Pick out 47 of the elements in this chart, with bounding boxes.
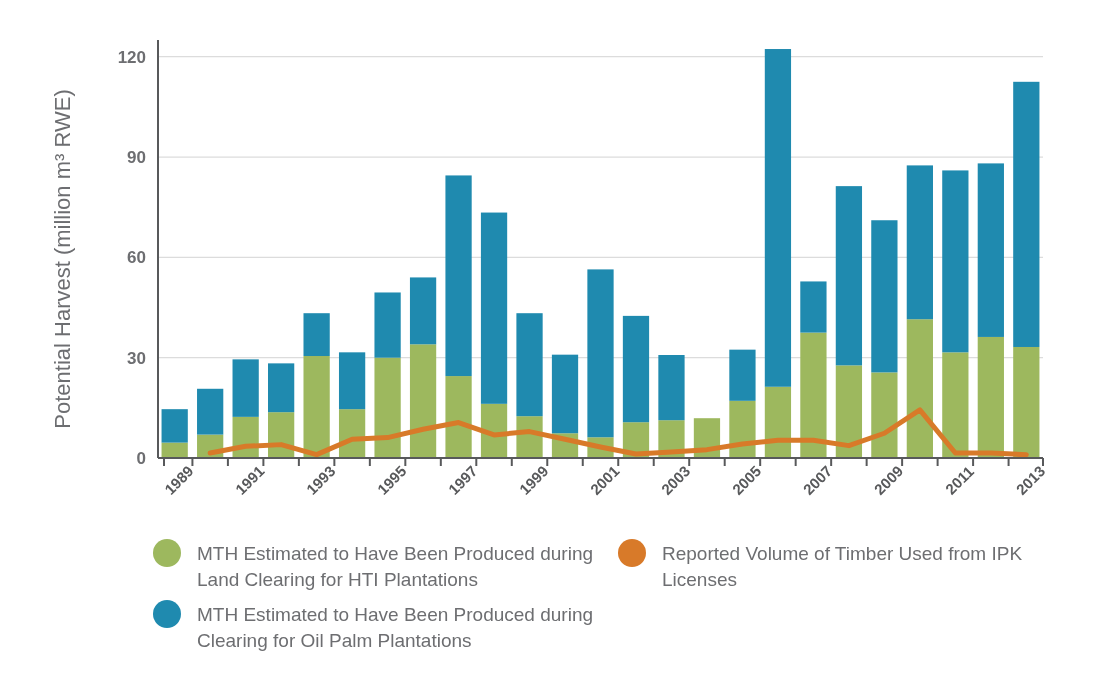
bar — [161, 409, 188, 443]
legend-label: MTH Estimated to Have Been Produced during Clearing for Oil Palm Plantations — [197, 604, 594, 651]
bar — [835, 186, 863, 366]
bar — [800, 332, 827, 458]
bar — [409, 277, 437, 345]
bar — [197, 388, 224, 435]
bar — [374, 292, 401, 358]
bar — [871, 220, 898, 373]
legend-label: MTH Estimated to Have Been Produced during Land Clearing for HTI Plantations — [197, 543, 594, 590]
bar — [906, 165, 933, 320]
bar — [1013, 346, 1040, 458]
bar — [232, 359, 259, 417]
bar — [445, 175, 472, 377]
legend-label: Reported Volume of Timber Used from IPK Licenses — [662, 543, 1023, 590]
y-tick-label: 0 — [136, 448, 146, 468]
bar — [729, 349, 756, 401]
y-tick-label: 120 — [117, 47, 146, 67]
bar — [445, 376, 472, 458]
bar — [551, 354, 579, 434]
bar — [800, 281, 827, 333]
bar — [622, 315, 650, 423]
bar — [409, 344, 437, 458]
bar — [729, 400, 756, 458]
bar — [835, 365, 863, 458]
bar — [871, 372, 898, 458]
bar — [977, 336, 1004, 458]
bar — [658, 355, 685, 421]
bar — [906, 319, 933, 458]
bar — [303, 313, 330, 357]
bar — [374, 357, 401, 458]
bar — [942, 352, 969, 458]
bar — [977, 163, 1004, 337]
bar — [764, 386, 792, 458]
bar — [587, 269, 614, 438]
bar — [764, 49, 792, 387]
y-tick-label: 60 — [127, 248, 146, 268]
bar — [516, 313, 543, 417]
bar — [480, 212, 508, 404]
bar — [1013, 81, 1040, 347]
y-tick-label: 90 — [127, 147, 146, 167]
bar — [161, 442, 188, 458]
bar — [942, 170, 969, 353]
bar — [338, 352, 366, 410]
bar — [268, 363, 295, 413]
y-axis-title: Potential Harvest (million m³ RWE) — [50, 89, 75, 429]
y-tick-label: 30 — [127, 348, 146, 368]
bar — [303, 356, 330, 458]
